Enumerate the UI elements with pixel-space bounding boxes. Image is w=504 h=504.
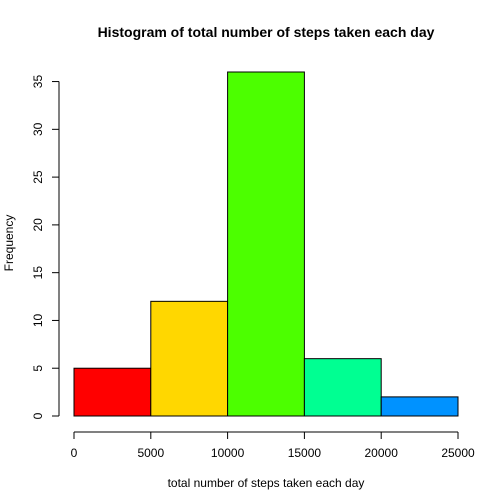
y-axis: 0 5 10 15 20 25 30 35 [31,75,60,419]
x-tick-label-3: 15000 [288,446,322,460]
histogram-bar-0 [73,367,152,417]
x-axis-label: total number of steps taken each day [168,476,365,490]
chart-title: Histogram of total number of steps taken… [98,24,435,40]
histogram-bar-4 [380,396,459,417]
x-axis: 0 5000 10000 15000 20000 25000 [71,431,475,460]
x-tick-label-0: 0 [71,446,78,460]
bars-group [73,71,459,417]
y-tick-label-6: 30 [31,122,45,136]
x-tick-label-1: 5000 [137,446,164,460]
y-tick-label-0: 0 [31,412,45,419]
x-tick-label-2: 10000 [211,446,245,460]
histogram-bar-2 [227,71,305,417]
x-tick-label-5: 25000 [441,446,475,460]
y-tick-label-3: 15 [31,266,45,280]
y-tick-label-7: 35 [31,75,45,89]
histogram-bar-3 [303,358,382,417]
y-tick-label-2: 10 [31,313,45,327]
x-tick-label-4: 20000 [365,446,399,460]
histogram-bar-1 [150,300,229,417]
y-tick-label-5: 25 [31,170,45,184]
y-axis-label: Frequency [2,215,16,272]
y-tick-label-1: 5 [31,365,45,372]
y-tick-label-4: 20 [31,218,45,232]
